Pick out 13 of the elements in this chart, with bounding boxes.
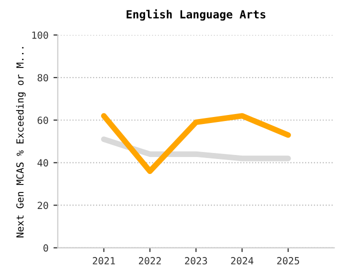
- chart-title: English Language Arts: [126, 9, 266, 21]
- y-tick-label: 20: [38, 202, 48, 210]
- x-tick-label: 2024: [231, 257, 254, 264]
- y-tick-label: 0: [44, 244, 48, 252]
- x-tick-label: 2025: [277, 257, 300, 264]
- x-tick-label: 2021: [92, 257, 115, 264]
- y-tick-label: 80: [38, 74, 48, 82]
- x-tick-label: 2022: [138, 257, 161, 264]
- y-axis-title: Next Gen MCAS % Exceeding or M...: [16, 47, 26, 238]
- y-tick-label: 60: [38, 116, 48, 124]
- x-tick-label: 2023: [185, 257, 207, 264]
- y-tick-label: 100: [32, 32, 48, 39]
- y-tick-label: 40: [38, 159, 48, 167]
